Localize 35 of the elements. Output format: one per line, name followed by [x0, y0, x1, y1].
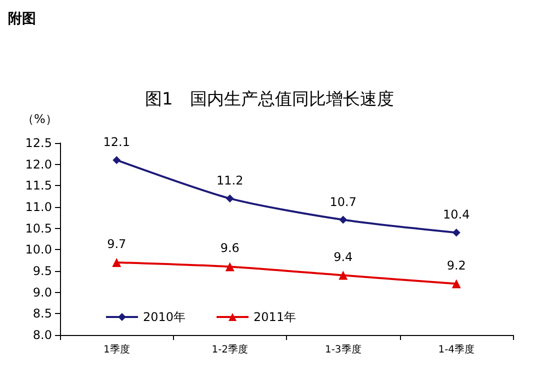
data-label: 9.6	[220, 241, 240, 256]
y-tick-label: 12.5	[25, 136, 52, 150]
x-tick-label: 1-4季度	[438, 344, 475, 356]
point	[338, 270, 348, 280]
data-label: 9.7	[107, 236, 126, 251]
y-tick-label: 9.0	[32, 285, 52, 300]
y-tick-label: 10.5	[25, 221, 52, 236]
x-tick-label: 1季度	[103, 344, 130, 356]
point	[112, 156, 121, 164]
point	[226, 194, 234, 202]
data-label: 11.2	[216, 173, 244, 188]
y-tick-label: 8.5	[32, 306, 52, 321]
data-label: 9.2	[446, 258, 466, 272]
y-tick-label: 11.5	[25, 178, 52, 193]
chart-title: 图1 国内生产总值同比增长速度	[145, 90, 394, 110]
point	[339, 216, 348, 224]
data-label: 10.4	[443, 208, 470, 222]
point	[452, 228, 460, 237]
y-tick-label: 11.0	[25, 200, 52, 214]
point	[452, 279, 461, 288]
data-label: 12.1	[103, 135, 130, 150]
x-tick-label: 1-2季度	[212, 344, 248, 356]
y-tick-label: 12.0	[25, 157, 52, 172]
text: 附图	[8, 11, 36, 27]
legend-label: 2010年	[143, 310, 186, 324]
x-tick-label: 1-3季度	[324, 344, 362, 356]
data-label: 10.7	[330, 194, 356, 209]
y-tick-label: 10.0	[25, 242, 52, 257]
legend-label: 2011年	[254, 310, 296, 324]
y-tick-label: 9.5	[32, 264, 52, 278]
data-label: 9.4	[334, 250, 353, 264]
y-axis-title: （%）	[22, 112, 58, 126]
point	[225, 262, 234, 272]
y-tick-label: 8.0	[32, 328, 52, 342]
point	[112, 258, 122, 267]
